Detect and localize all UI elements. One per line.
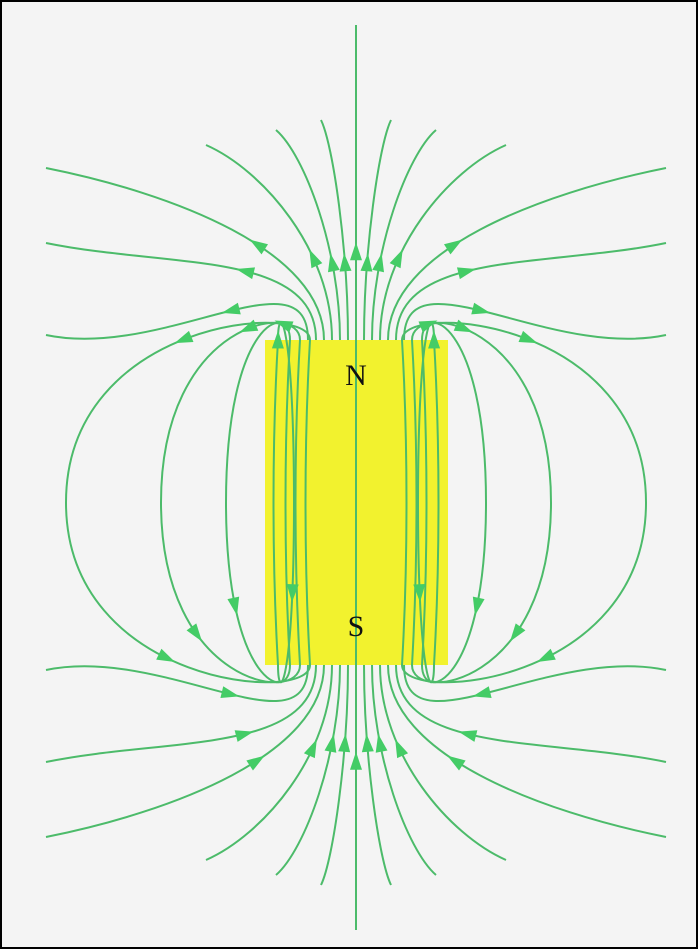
south-pole-label: S [348,610,365,643]
north-pole-label: N [345,359,367,392]
magnet-diagram: N S [0,0,698,949]
